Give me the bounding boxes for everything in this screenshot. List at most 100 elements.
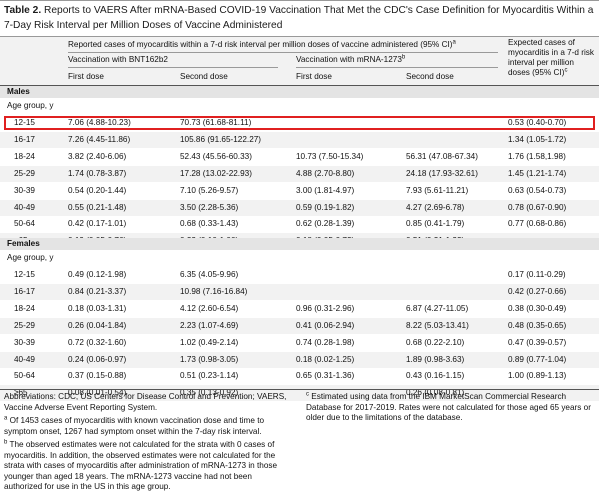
- males-age-group-label: Age group, y: [7, 101, 54, 110]
- footnote-abbrev: Abbreviations: CDC, US Centers for Disea…: [4, 392, 287, 412]
- table-bottom-rule: [0, 389, 599, 390]
- header-bnt-first-dose: First dose: [68, 72, 104, 81]
- cell-age: 40-49: [14, 202, 35, 212]
- header-expected-sup: c: [564, 67, 568, 74]
- table-row: 30-39 0.54 (0.20-1.44) 7.10 (5.26-9.57) 3.0…: [0, 183, 599, 199]
- table-title: Table 2. Reports to VAERS After mRNA-Bas…: [0, 0, 599, 37]
- cell-m2: 0.26 (0.08-0.81): [406, 388, 465, 398]
- cell-exp: 0.63 (0.54-0.73): [508, 185, 567, 195]
- cell-exp: 0.89 (0.77-1.04): [508, 354, 567, 364]
- table-row: 25-29 1.74 (0.78-3.87) 17.28 (13.02-22.93)…: [0, 165, 599, 182]
- table-row: 50-64 0.42 (0.17-1.01) 0.68 (0.33-1.43) 0.6…: [0, 216, 599, 232]
- table-header: [0, 37, 599, 85]
- cell-exp: 0.47 (0.39-0.57): [508, 337, 567, 347]
- cell-m2: 0.43 (0.16-1.15): [406, 371, 465, 381]
- cell-age: 25-29: [14, 168, 35, 178]
- cell-bnt1: 0.37 (0.15-0.88): [68, 371, 127, 381]
- cell-bnt2: 10.98 (7.16-16.84): [180, 286, 248, 296]
- cell-exp: 1.76 (1.58,1.98): [508, 151, 566, 161]
- cell-exp: 0.38 (0.30-0.49): [508, 303, 567, 313]
- cell-bnt2: 17.28 (13.02-22.93): [180, 168, 252, 178]
- cell-age: 40-49: [14, 354, 35, 364]
- cell-m1: 10.73 (7.50-15.34): [296, 151, 364, 161]
- table-row: 18-24 3.82 (2.40-6.06) 52.43 (45.56-60.33)…: [0, 149, 599, 165]
- cell-bnt1: 7.06 (4.88-10.23): [68, 118, 131, 127]
- cell-m1: 0.59 (0.19-1.82): [296, 202, 355, 212]
- table-row: 30-39 0.72 (0.32-1.60) 1.02 (0.49-2.14) 0.7…: [0, 335, 599, 351]
- cell-bnt1: 0.84 (0.21-3.37): [68, 286, 127, 296]
- header-expected-label: Expected cases of myocarditis in a 7-d r…: [508, 38, 594, 78]
- cell-age: 50-64: [14, 219, 35, 229]
- section-females: Females: [0, 238, 599, 250]
- header-bnt-label: Vaccination with BNT162b2: [68, 55, 168, 64]
- cell-bnt2: 1.02 (0.49-2.14): [180, 337, 239, 347]
- header-mrna-sup: b: [401, 54, 406, 61]
- header-divider: [68, 52, 498, 53]
- cell-age: 16-17: [14, 286, 35, 296]
- cell-bnt1: 3.82 (2.40-6.06): [68, 151, 127, 161]
- cell-m2: 8.22 (5.03-13.41): [406, 320, 469, 330]
- footnote-c: c Estimated using data from the IBM Mark…: [306, 391, 594, 424]
- cell-exp: 0.77 (0.68-0.86): [508, 219, 567, 229]
- table-title-label: Table 2.: [4, 5, 42, 16]
- cell-exp: 0.78 (0.67-0.90): [508, 202, 567, 212]
- cell-bnt1: 0.24 (0.06-0.97): [68, 354, 127, 364]
- cell-age: 18-24: [14, 151, 35, 161]
- cell-m2: 0.85 (0.41-1.79): [406, 219, 465, 229]
- table-row: 16-17 7.26 (4.45-11.86) 105.86 (91.65-122.…: [0, 131, 599, 148]
- cell-m2: 4.27 (2.69-6.78): [406, 202, 465, 212]
- cell-m1: 0.65 (0.31-1.36): [296, 371, 355, 381]
- table-row: 40-49 0.24 (0.06-0.97) 1.73 (0.98-3.05) 0.1…: [0, 351, 599, 368]
- cell-bnt1: 7.26 (4.45-11.86): [68, 134, 131, 144]
- section-males: Males: [0, 86, 599, 98]
- cell-bnt2: 4.12 (2.60-6.54): [180, 303, 239, 313]
- cell-m2: 0.68 (0.22-2.10): [406, 337, 465, 347]
- cell-m2: 1.89 (0.98-3.63): [406, 354, 465, 364]
- cell-bnt1: 0.72 (0.32-1.60): [68, 337, 127, 347]
- cell-age: 16-17: [14, 134, 35, 144]
- table-row: 18-24 0.18 (0.03-1.31) 4.12 (2.60-6.54) 0.9…: [0, 301, 599, 317]
- table-row: 12-15 7.06 (4.88-10.23) 70.73 (61.68-81.11…: [0, 115, 599, 131]
- cell-exp: 0.53 (0.40-0.70): [508, 118, 567, 127]
- cell-m1: 0.74 (0.28-1.98): [296, 337, 355, 347]
- cell-bnt1: 0.55 (0.21-1.48): [68, 202, 127, 212]
- table-row: 25-29 0.26 (0.04-1.84) 2.23 (1.07-4.69) 0.4…: [0, 317, 599, 334]
- cell-m1: 0.96 (0.31-2.96): [296, 303, 355, 313]
- header-bnt-divider: [68, 67, 278, 68]
- cell-m1: 0.62 (0.28-1.39): [296, 219, 355, 229]
- cell-bnt2: 0.68 (0.33-1.43): [180, 219, 239, 229]
- cell-m2: 7.93 (5.61-11.21): [406, 185, 469, 195]
- females-age-group-label: Age group, y: [7, 253, 54, 262]
- header-mrna-first-dose: First dose: [296, 72, 332, 81]
- cell-exp: 0.17 (0.11-0.29): [508, 270, 566, 279]
- cell-exp: 0.48 (0.35-0.65): [508, 320, 567, 330]
- cell-bnt2: 6.35 (4.05-9.96): [180, 270, 239, 279]
- cell-exp: 0.42 (0.27-0.66): [508, 286, 567, 296]
- cell-age: 12-15: [14, 118, 35, 127]
- cell-bnt1: 0.42 (0.17-1.01): [68, 219, 127, 229]
- cell-m2: 56.31 (47.08-67.34): [406, 151, 478, 161]
- cell-bnt2: 1.73 (0.98-3.05): [180, 354, 239, 364]
- cell-exp: 1.00 (0.89-1.13): [508, 371, 567, 381]
- cell-bnt2: 52.43 (45.56-60.33): [180, 151, 252, 161]
- cell-bnt2: 2.23 (1.07-4.69): [180, 320, 239, 330]
- cell-age: 30-39: [14, 185, 35, 195]
- footnote-a-text: Of 1453 cases of myocarditis with known …: [4, 416, 265, 436]
- header-group-text: Reported cases of myocarditis within a 7…: [68, 40, 453, 49]
- table-title-text: Reports to VAERS After mRNA-Based COVID-…: [4, 5, 594, 31]
- header-mrna-second-dose: Second dose: [406, 72, 454, 81]
- footnotes-right: c Estimated using data from the IBM Mark…: [306, 391, 594, 427]
- cell-age: 30-39: [14, 337, 35, 347]
- cell-bnt2: 105.86 (91.65-122.27): [180, 134, 262, 144]
- table-row: 12-15 0.49 (0.12-1.98) 6.35 (4.05-9.96) 0.1…: [0, 267, 599, 283]
- header-mrna-divider: [296, 67, 498, 68]
- cell-age: 50-64: [14, 371, 35, 381]
- cell-m1: 3.00 (1.81-4.97): [296, 185, 355, 195]
- cell-bnt2: 3.50 (2.28-5.36): [180, 202, 239, 212]
- cell-bnt1: 0.08 (0.01-0.54): [68, 388, 127, 398]
- cell-bnt2: 0.35 (0.13-0.92): [180, 388, 239, 398]
- footnote-b: b The observed estimates were not calcul…: [4, 439, 292, 493]
- cell-age: 12-15: [14, 270, 35, 279]
- cell-age: 18-24: [14, 303, 35, 313]
- cell-m1: 4.88 (2.70-8.80): [296, 168, 355, 178]
